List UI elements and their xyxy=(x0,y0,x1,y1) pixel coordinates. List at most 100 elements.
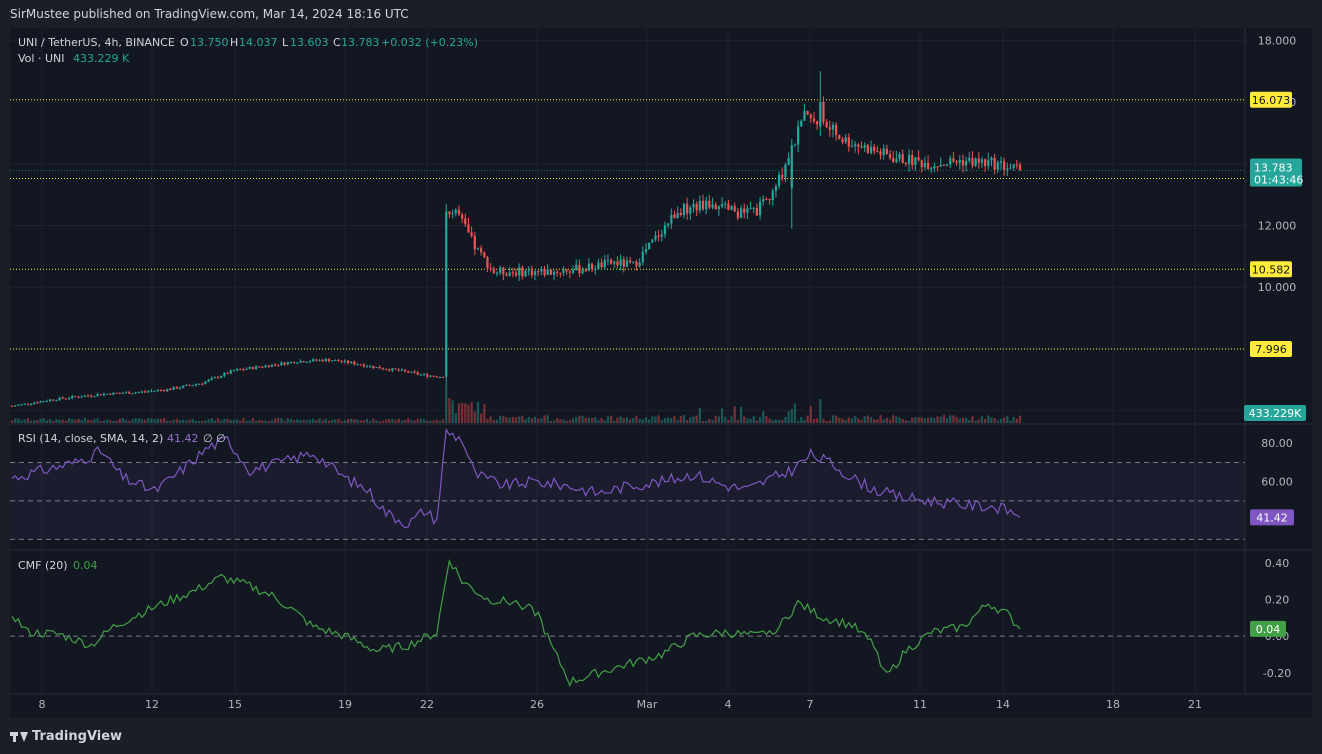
candle-body[interactable] xyxy=(169,388,172,390)
candle-body[interactable] xyxy=(993,157,996,170)
candle-body[interactable] xyxy=(400,369,403,371)
candle-body[interactable] xyxy=(724,203,727,205)
candle-body[interactable] xyxy=(800,120,803,127)
candle-body[interactable] xyxy=(83,395,87,397)
candle-body[interactable] xyxy=(850,145,854,147)
candle-body[interactable] xyxy=(663,225,667,235)
candle-body[interactable] xyxy=(150,390,153,392)
candle-body[interactable] xyxy=(758,201,762,216)
candle-body[interactable] xyxy=(546,269,549,275)
candle-body[interactable] xyxy=(48,399,52,402)
candle-body[interactable] xyxy=(216,377,220,379)
candle-body[interactable] xyxy=(448,211,451,215)
candle-body[interactable] xyxy=(819,102,822,127)
candle-body[interactable] xyxy=(619,259,622,266)
candle-body[interactable] xyxy=(210,378,213,380)
candle-body[interactable] xyxy=(581,270,584,274)
candle-body[interactable] xyxy=(936,166,939,168)
candle-body[interactable] xyxy=(698,200,701,211)
candle-body[interactable] xyxy=(930,168,933,170)
candle-body[interactable] xyxy=(933,166,936,169)
candle-body[interactable] xyxy=(245,368,248,370)
candle-body[interactable] xyxy=(267,365,270,367)
candle-body[interactable] xyxy=(777,174,781,187)
candle-body[interactable] xyxy=(77,396,80,398)
candle-body[interactable] xyxy=(676,212,679,218)
candle-body[interactable] xyxy=(473,236,476,250)
candle-body[interactable] xyxy=(879,151,882,155)
candle-body[interactable] xyxy=(45,401,48,403)
candle-body[interactable] xyxy=(831,124,835,130)
candle-body[interactable] xyxy=(594,269,597,271)
candle-body[interactable] xyxy=(518,267,521,276)
candle-body[interactable] xyxy=(410,371,413,373)
candle-body[interactable] xyxy=(809,114,812,119)
candle-body[interactable] xyxy=(26,403,29,405)
candle-body[interactable] xyxy=(613,261,616,264)
candle-body[interactable] xyxy=(882,148,885,155)
candle-body[interactable] xyxy=(511,272,514,274)
candle-body[interactable] xyxy=(996,162,999,170)
candle-body[interactable] xyxy=(312,359,315,362)
candle-body[interactable] xyxy=(280,362,283,366)
candle-body[interactable] xyxy=(841,139,844,143)
candle-body[interactable] xyxy=(565,270,568,272)
candle-body[interactable] xyxy=(36,402,39,404)
candle-body[interactable] xyxy=(600,262,603,268)
candle-body[interactable] xyxy=(638,262,641,267)
candle-body[interactable] xyxy=(480,248,483,253)
candle-body[interactable] xyxy=(743,208,746,213)
candle-body[interactable] xyxy=(622,259,625,267)
candle-body[interactable] xyxy=(701,200,705,210)
candle-body[interactable] xyxy=(476,248,480,250)
candle-body[interactable] xyxy=(251,367,255,370)
candle-body[interactable] xyxy=(543,268,546,275)
candle-body[interactable] xyxy=(489,268,492,270)
candle-body[interactable] xyxy=(609,259,613,264)
cmf-line[interactable] xyxy=(11,558,1021,688)
candle-body[interactable] xyxy=(273,364,277,366)
candle-body[interactable] xyxy=(96,394,99,397)
candle-body[interactable] xyxy=(407,371,410,373)
candle-body[interactable] xyxy=(781,174,784,178)
candle-body[interactable] xyxy=(483,252,486,258)
candle-body[interactable] xyxy=(784,164,787,178)
candle-body[interactable] xyxy=(10,406,14,408)
candle-body[interactable] xyxy=(765,199,768,201)
candle-body[interactable] xyxy=(508,272,511,276)
candle-body[interactable] xyxy=(926,162,930,170)
candle-body[interactable] xyxy=(397,369,400,371)
candle-body[interactable] xyxy=(137,392,140,394)
candle-body[interactable] xyxy=(803,111,806,121)
candle-body[interactable] xyxy=(1015,164,1018,166)
candle-body[interactable] xyxy=(283,362,286,365)
candle-body[interactable] xyxy=(774,186,778,191)
candle-body[interactable] xyxy=(514,272,518,276)
candle-body[interactable] xyxy=(372,365,375,368)
candle-body[interactable] xyxy=(980,159,984,163)
candle-body[interactable] xyxy=(55,400,58,402)
candle-body[interactable] xyxy=(812,118,816,122)
candle-body[interactable] xyxy=(413,371,416,373)
horizontal-levels[interactable] xyxy=(10,99,1245,350)
candle-body[interactable] xyxy=(562,270,565,273)
candle-body[interactable] xyxy=(258,366,261,368)
candle-body[interactable] xyxy=(1009,167,1012,169)
candle-body[interactable] xyxy=(118,392,121,394)
candle-body[interactable] xyxy=(299,361,302,363)
candle-body[interactable] xyxy=(568,271,571,273)
candle-body[interactable] xyxy=(939,164,942,167)
rsi-line[interactable] xyxy=(11,427,1021,529)
candle-body[interactable] xyxy=(869,146,873,153)
candle-body[interactable] xyxy=(223,373,226,377)
candle-body[interactable] xyxy=(185,384,188,386)
candle-body[interactable] xyxy=(470,232,473,237)
candle-body[interactable] xyxy=(140,391,144,393)
tradingview-logo[interactable]: TradingView xyxy=(10,729,122,744)
candle-body[interactable] xyxy=(125,392,128,394)
candle-body[interactable] xyxy=(651,239,654,243)
candle-body[interactable] xyxy=(987,160,990,166)
candle-body[interactable] xyxy=(990,157,993,161)
candle-body[interactable] xyxy=(264,365,267,368)
candle-body[interactable] xyxy=(229,370,232,374)
